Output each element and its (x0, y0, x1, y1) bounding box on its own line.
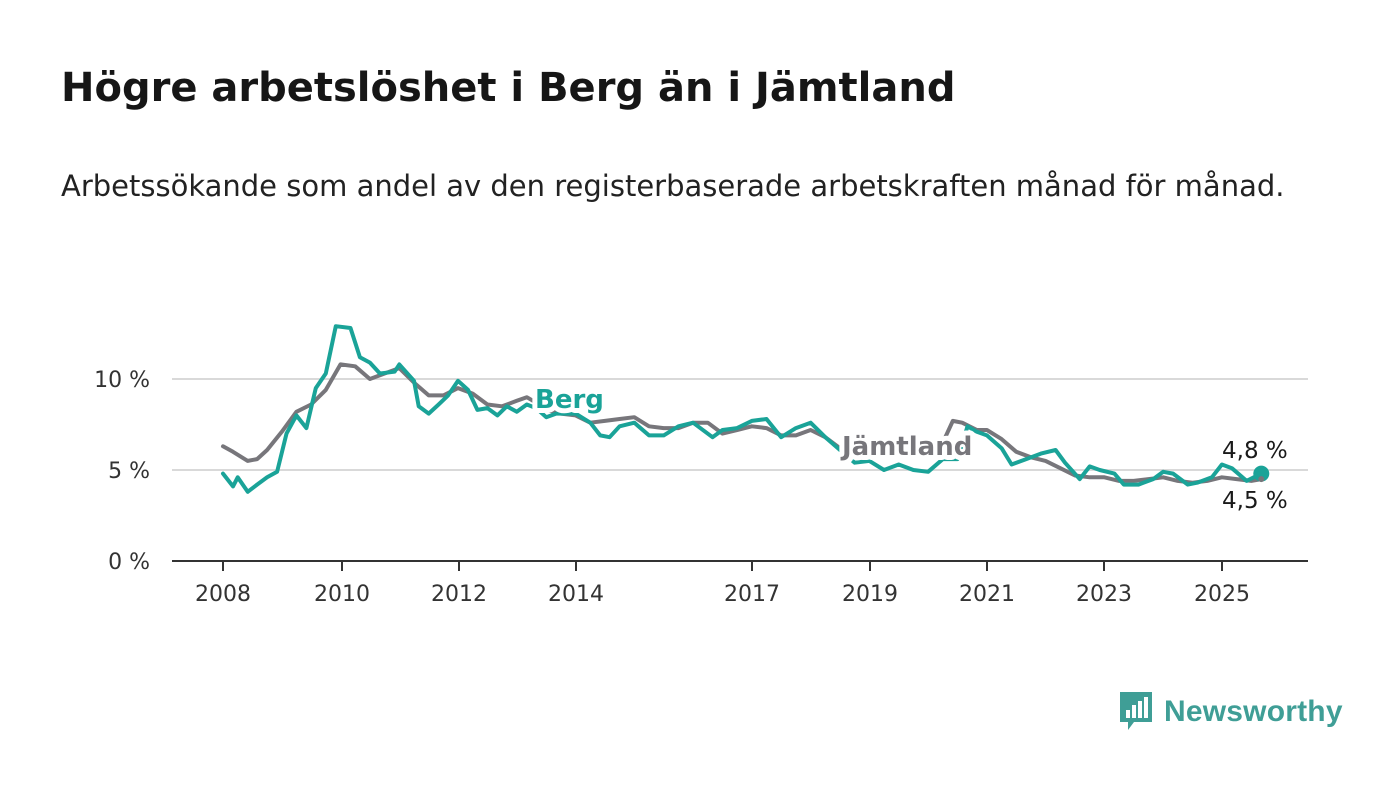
end-value-jamtland: 4,5 % (1222, 488, 1288, 514)
x-tick-label: 2012 (431, 582, 487, 607)
x-axis-ticks: 2008 2010 2012 2014 2017 2019 2021 2023 2025 (195, 561, 1250, 607)
y-tick-label: 0 % (108, 550, 150, 575)
series-line-berg (221, 324, 1264, 494)
end-point-jamtland (1258, 476, 1265, 483)
end-value-berg: 4,8 % (1222, 438, 1288, 464)
y-tick-label: 10 % (94, 368, 150, 393)
y-tick-label: 5 % (108, 459, 150, 484)
y-axis-ticks: 0 % 5 % 10 % (94, 368, 150, 575)
newsworthy-logo: Newsworthy (1118, 690, 1343, 734)
series-label-jamtland: Jämtland (840, 432, 972, 462)
line-chart: 0 %5 %10 % 2008 2010 2012 2014 2017 2019 2021 2… (94, 324, 1308, 607)
chart-title: Högre arbetslöshet i Berg än i Jämtland (61, 65, 956, 111)
brand-name: Newsworthy (1164, 695, 1343, 728)
x-tick-label: 2023 (1076, 582, 1132, 607)
chart-subtitle: Arbetssökande som andel av den registerb… (61, 169, 1285, 203)
grid-lines (172, 378, 1308, 562)
end-point-berg (1253, 465, 1270, 482)
series-lines (221, 324, 1270, 494)
series-labels: Berg Jämtland 4,8 % 4,5 % (530, 380, 1293, 519)
newsworthy-chart-bubble-icon (1120, 692, 1152, 730)
x-tick-label: 2021 (959, 582, 1015, 607)
x-tick-label: 2019 (842, 582, 898, 607)
x-tick-label: 2017 (724, 582, 780, 607)
x-tick-label: 2014 (548, 582, 604, 607)
x-tick-label: 2010 (314, 582, 370, 607)
x-tick-label: 2025 (1194, 582, 1250, 607)
series-label-berg: Berg (535, 385, 604, 415)
x-tick-label: 2008 (195, 582, 251, 607)
